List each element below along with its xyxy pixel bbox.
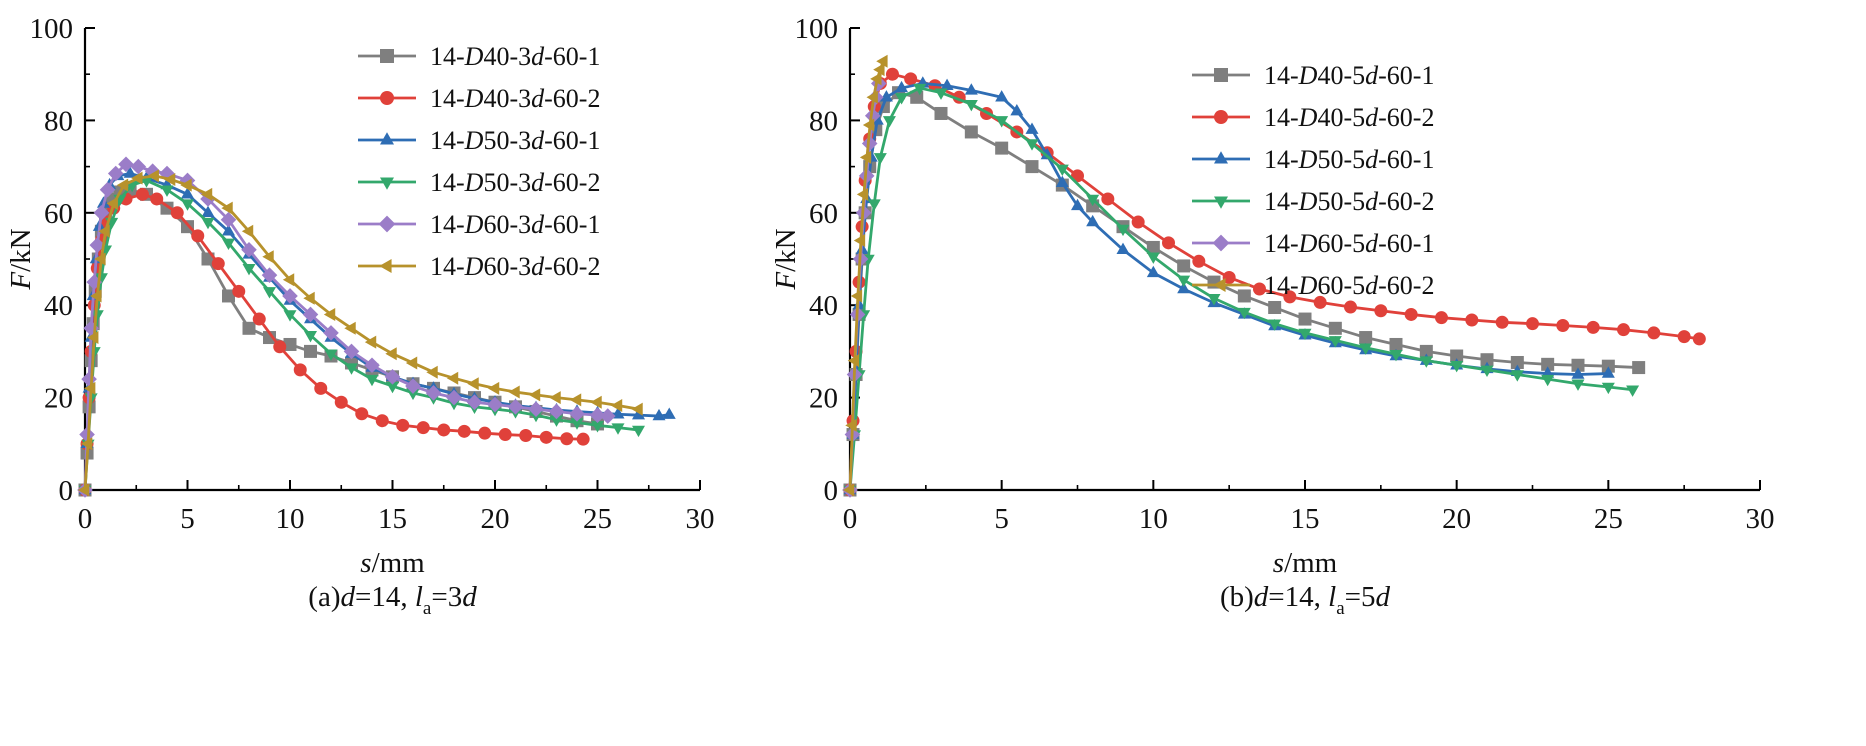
y-tick-label: 60 bbox=[44, 198, 73, 230]
legend-label: 14-D40-3d-60-1 bbox=[430, 42, 600, 71]
x-tick-label: 5 bbox=[994, 503, 1009, 535]
x-tick-label: 15 bbox=[1291, 503, 1320, 535]
series-14-D60-3d-60-2 bbox=[77, 169, 643, 497]
y-tick-label: 0 bbox=[59, 475, 74, 507]
legend-label: 14-D60-3d-60-1 bbox=[430, 210, 600, 239]
y-tick-label: 80 bbox=[44, 105, 73, 137]
x-tick-label: 20 bbox=[1442, 503, 1471, 535]
y-axis: 0 20 40 60 80 100 bbox=[30, 13, 95, 507]
legend-item: 14-D40-5d-60-2 bbox=[1192, 103, 1434, 132]
x-axis-title: s/mm bbox=[360, 547, 425, 579]
caption: (b)d=14, la=5d bbox=[1220, 581, 1391, 619]
axes bbox=[848, 28, 1760, 492]
legend-item: 14-D60-5d-60-1 bbox=[1192, 229, 1434, 258]
series-14-D60-5d-60-2 bbox=[842, 54, 888, 497]
y-tick-label: 20 bbox=[44, 383, 73, 415]
legend-label: 14-D40-5d-60-2 bbox=[1264, 103, 1434, 132]
x-tick-label: 20 bbox=[481, 503, 510, 535]
legend-label: 14-D60-5d-60-2 bbox=[1264, 271, 1434, 300]
x-tick-label: 30 bbox=[1746, 503, 1775, 535]
legend-label: 14-D50-5d-60-1 bbox=[1264, 145, 1434, 174]
panel-b: 0 5 10 15 20 25 30 0 20 40 60 80 100 s/mm F/kN 14-D40-5… bbox=[760, 0, 1866, 746]
legend: 14-D40-3d-60-1 14-D40-3d-60-2 14-D50-3d-60… bbox=[358, 42, 600, 281]
legend-item: 14-D50-5d-60-2 bbox=[1192, 187, 1434, 216]
y-tick-label: 100 bbox=[30, 13, 74, 45]
series-14-D40-5d-60-1 bbox=[843, 86, 1646, 497]
legend-item: 14-D50-3d-60-1 bbox=[358, 126, 600, 155]
legend-item: 14-D50-3d-60-2 bbox=[358, 168, 600, 197]
chart-a: 0 5 10 15 20 25 30 0 20 40 60 80 100 s/mm F/kN 14-D40-3… bbox=[5, 13, 715, 619]
legend-item: 14-D40-3d-60-1 bbox=[358, 42, 600, 71]
series-14-D60-3d-60-1 bbox=[77, 156, 616, 498]
x-tick-label: 10 bbox=[1139, 503, 1168, 535]
legend-label: 14-D40-3d-60-2 bbox=[430, 84, 600, 113]
legend-item: 14-D60-5d-60-2 bbox=[1192, 271, 1434, 300]
caption: (a)d=14, la=3d bbox=[308, 581, 477, 619]
x-tick-label: 25 bbox=[1594, 503, 1623, 535]
y-tick-label: 100 bbox=[795, 13, 839, 45]
x-axis: 0 5 10 15 20 25 30 bbox=[843, 480, 1775, 535]
legend-label: 14-D50-5d-60-2 bbox=[1264, 187, 1434, 216]
x-tick-label: 25 bbox=[583, 503, 612, 535]
x-tick-label: 30 bbox=[686, 503, 715, 535]
x-axis-title: s/mm bbox=[1273, 547, 1338, 579]
legend-item: 14-D40-3d-60-2 bbox=[358, 84, 600, 113]
y-tick-label: 0 bbox=[824, 475, 839, 507]
x-tick-label: 0 bbox=[78, 503, 93, 535]
legend-label: 14-D50-3d-60-2 bbox=[430, 168, 600, 197]
panel-a: 0 5 10 15 20 25 30 0 20 40 60 80 100 s/mm F/kN 14-D40-3… bbox=[0, 0, 760, 746]
x-tick-label: 10 bbox=[276, 503, 305, 535]
y-axis-title: F/kN bbox=[5, 228, 37, 290]
legend-label: 14-D60-5d-60-1 bbox=[1264, 229, 1434, 258]
x-tick-label: 5 bbox=[180, 503, 195, 535]
y-axis-title: F/kN bbox=[770, 228, 802, 290]
chart-b: 0 5 10 15 20 25 30 0 20 40 60 80 100 s/mm F/kN 14-D40-5… bbox=[770, 13, 1775, 619]
y-tick-label: 60 bbox=[809, 198, 838, 230]
legend-label: 14-D40-5d-60-1 bbox=[1264, 61, 1434, 90]
y-tick-label: 20 bbox=[809, 383, 838, 415]
x-tick-label: 15 bbox=[378, 503, 407, 535]
legend: 14-D40-5d-60-1 14-D40-5d-60-2 14-D50-5d-60… bbox=[1192, 61, 1434, 300]
y-tick-label: 40 bbox=[44, 290, 73, 322]
x-axis: 0 5 10 15 20 25 30 bbox=[78, 480, 715, 535]
y-tick-label: 80 bbox=[809, 105, 838, 137]
legend-label: 14-D50-3d-60-1 bbox=[430, 126, 600, 155]
legend-item: 14-D50-5d-60-1 bbox=[1192, 145, 1434, 174]
y-axis: 0 20 40 60 80 100 bbox=[795, 13, 860, 507]
legend-label: 14-D60-3d-60-2 bbox=[430, 252, 600, 281]
legend-item: 14-D60-3d-60-2 bbox=[358, 252, 600, 281]
legend-item: 14-D40-5d-60-1 bbox=[1192, 61, 1434, 90]
x-tick-label: 0 bbox=[843, 503, 858, 535]
legend-item: 14-D60-3d-60-1 bbox=[358, 210, 600, 239]
y-tick-label: 40 bbox=[809, 290, 838, 322]
